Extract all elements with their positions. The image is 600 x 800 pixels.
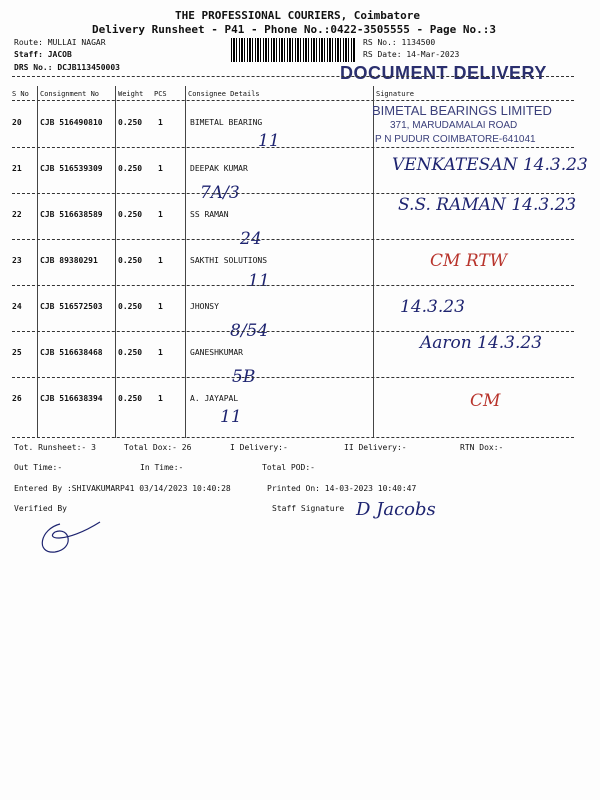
row-pcs: 1 <box>158 118 163 127</box>
row-consignment-no: CJB 516539309 <box>40 164 103 173</box>
row-consignee: DEEPAK KUMAR <box>190 164 248 173</box>
row-pcs: 1 <box>158 210 163 219</box>
row-consignment-no: CJB 516638468 <box>40 348 103 357</box>
row-weight: 0.250 <box>118 118 143 127</box>
drs-no: DRS No.: DCJB113450003 <box>14 63 120 72</box>
divider <box>12 437 574 438</box>
staff-signature-label: Staff Signature <box>272 504 345 513</box>
row-sno: 24 <box>12 302 22 311</box>
col-weight: Weight <box>118 90 144 98</box>
out-time: Out Time:- <box>14 463 63 472</box>
col-consignment: Consignment No <box>40 90 100 98</box>
row-consignee: SAKTHI SOLUTIONS <box>190 256 268 265</box>
row-consignment-no: CJB 516638394 <box>40 394 103 403</box>
row-consignment-no: CJB 516572503 <box>40 302 103 311</box>
row-handwritten-address: 11 <box>248 271 270 291</box>
row-weight: 0.250 <box>118 348 143 357</box>
row-divider <box>12 331 574 332</box>
in-time: In Time:- <box>140 463 184 472</box>
row-divider <box>12 377 574 378</box>
row-signature: CM <box>470 391 501 411</box>
rtn-dox: RTN Dox:- <box>460 443 504 452</box>
ii-delivery: II Delivery:- <box>344 443 407 452</box>
row-pcs: 1 <box>158 164 163 173</box>
row-pcs: 1 <box>158 302 163 311</box>
row-sno: 22 <box>12 210 22 219</box>
col-signature: Signature <box>376 90 414 98</box>
row-divider <box>12 285 574 286</box>
col-pcs: PCS <box>154 90 167 98</box>
staff-signature-handwritten: D Jacobs <box>356 499 436 520</box>
row-handwritten-address: 11 <box>258 131 280 151</box>
row-weight: 0.250 <box>118 210 143 219</box>
row-sno: 25 <box>12 348 22 357</box>
staff: Staff: JACOB <box>14 50 72 59</box>
row-weight: 0.250 <box>118 302 143 311</box>
row-signature: CM RTW <box>430 251 508 271</box>
company-stamp-line3: P N PUDUR COIMBATORE-641041 <box>375 134 536 145</box>
entered-by: Entered By :SHIVAKUMARP41 03/14/2023 10:… <box>14 484 231 493</box>
row-signature: 14.3.23 <box>400 297 465 317</box>
column-line <box>373 86 374 438</box>
row-pcs: 1 <box>158 348 163 357</box>
document-delivery-stamp: DOCUMENT DELIVERY <box>340 63 547 83</box>
row-signature: S.S. RAMAN 14.3.23 <box>398 195 577 215</box>
row-divider <box>12 239 574 240</box>
total-dox: Total Dox:- 26 <box>124 443 192 452</box>
row-consignee: JHONSY <box>190 302 219 311</box>
col-sno: S No <box>12 90 29 98</box>
row-handwritten-address: 11 <box>220 407 242 427</box>
row-sno: 21 <box>12 164 22 173</box>
verified-signature-scribble <box>41 521 101 553</box>
row-consignment-no: CJB 516638589 <box>40 210 103 219</box>
row-sno: 20 <box>12 118 22 127</box>
company-title: THE PROFESSIONAL COURIERS, Coimbatore <box>175 9 421 22</box>
row-weight: 0.250 <box>118 394 143 403</box>
row-pcs: 1 <box>158 394 163 403</box>
column-line <box>185 86 186 438</box>
row-divider <box>12 193 574 194</box>
row-weight: 0.250 <box>118 164 143 173</box>
barcode <box>231 38 356 62</box>
row-consignment-no: CJB 89380291 <box>40 256 98 265</box>
row-consignee: A. JAYAPAL <box>190 394 239 403</box>
row-divider <box>12 147 574 148</box>
rs-no: RS No.: 1134500 <box>363 38 436 47</box>
row-consignee: SS RAMAN <box>190 210 229 219</box>
row-weight: 0.250 <box>118 256 143 265</box>
column-line <box>37 86 38 438</box>
row-consignee: GANESHKUMAR <box>190 348 243 357</box>
row-pcs: 1 <box>158 256 163 265</box>
row-consignee: BIMETAL BEARING <box>190 118 263 127</box>
company-stamp-line2: 371, MARUDAMALAI ROAD <box>390 120 518 131</box>
row-consignment-no: CJB 516490810 <box>40 118 103 127</box>
row-sno: 23 <box>12 256 22 265</box>
verified-by-label: Verified By <box>14 504 67 513</box>
route: Route: MULLAI NAGAR <box>14 38 106 47</box>
company-stamp-line1: BIMETAL BEARINGS LIMITED <box>372 103 552 118</box>
row-signature: VENKATESAN 14.3.23 <box>392 155 588 175</box>
printed-on: Printed On: 14-03-2023 10:40:47 <box>267 484 417 493</box>
column-line <box>115 86 116 438</box>
row-sno: 26 <box>12 394 22 403</box>
divider <box>12 100 574 101</box>
i-delivery: I Delivery:- <box>230 443 288 452</box>
tot-runsheet: Tot. Runsheet:- 3 <box>14 443 96 452</box>
total-pod: Total POD:- <box>262 463 315 472</box>
rs-date: RS Date: 14-Mar-2023 <box>363 50 460 59</box>
divider <box>12 76 574 77</box>
col-consignee: Consignee Details <box>188 90 260 98</box>
row-signature: Aaron 14.3.23 <box>420 333 543 353</box>
runsheet-subtitle: Delivery Runsheet - P41 - Phone No.:0422… <box>92 23 496 36</box>
